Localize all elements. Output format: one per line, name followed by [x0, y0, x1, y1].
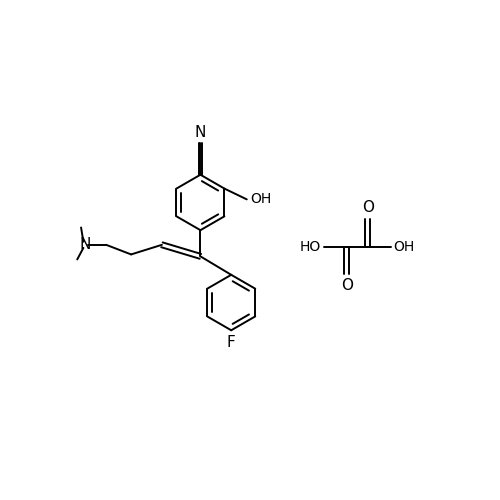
Text: HO: HO [300, 240, 321, 254]
Text: F: F [227, 335, 235, 350]
Text: OH: OH [250, 192, 271, 206]
Text: OH: OH [394, 240, 415, 254]
Text: N: N [194, 126, 206, 140]
Text: O: O [362, 200, 374, 215]
Text: O: O [340, 278, 352, 293]
Text: N: N [79, 238, 90, 252]
